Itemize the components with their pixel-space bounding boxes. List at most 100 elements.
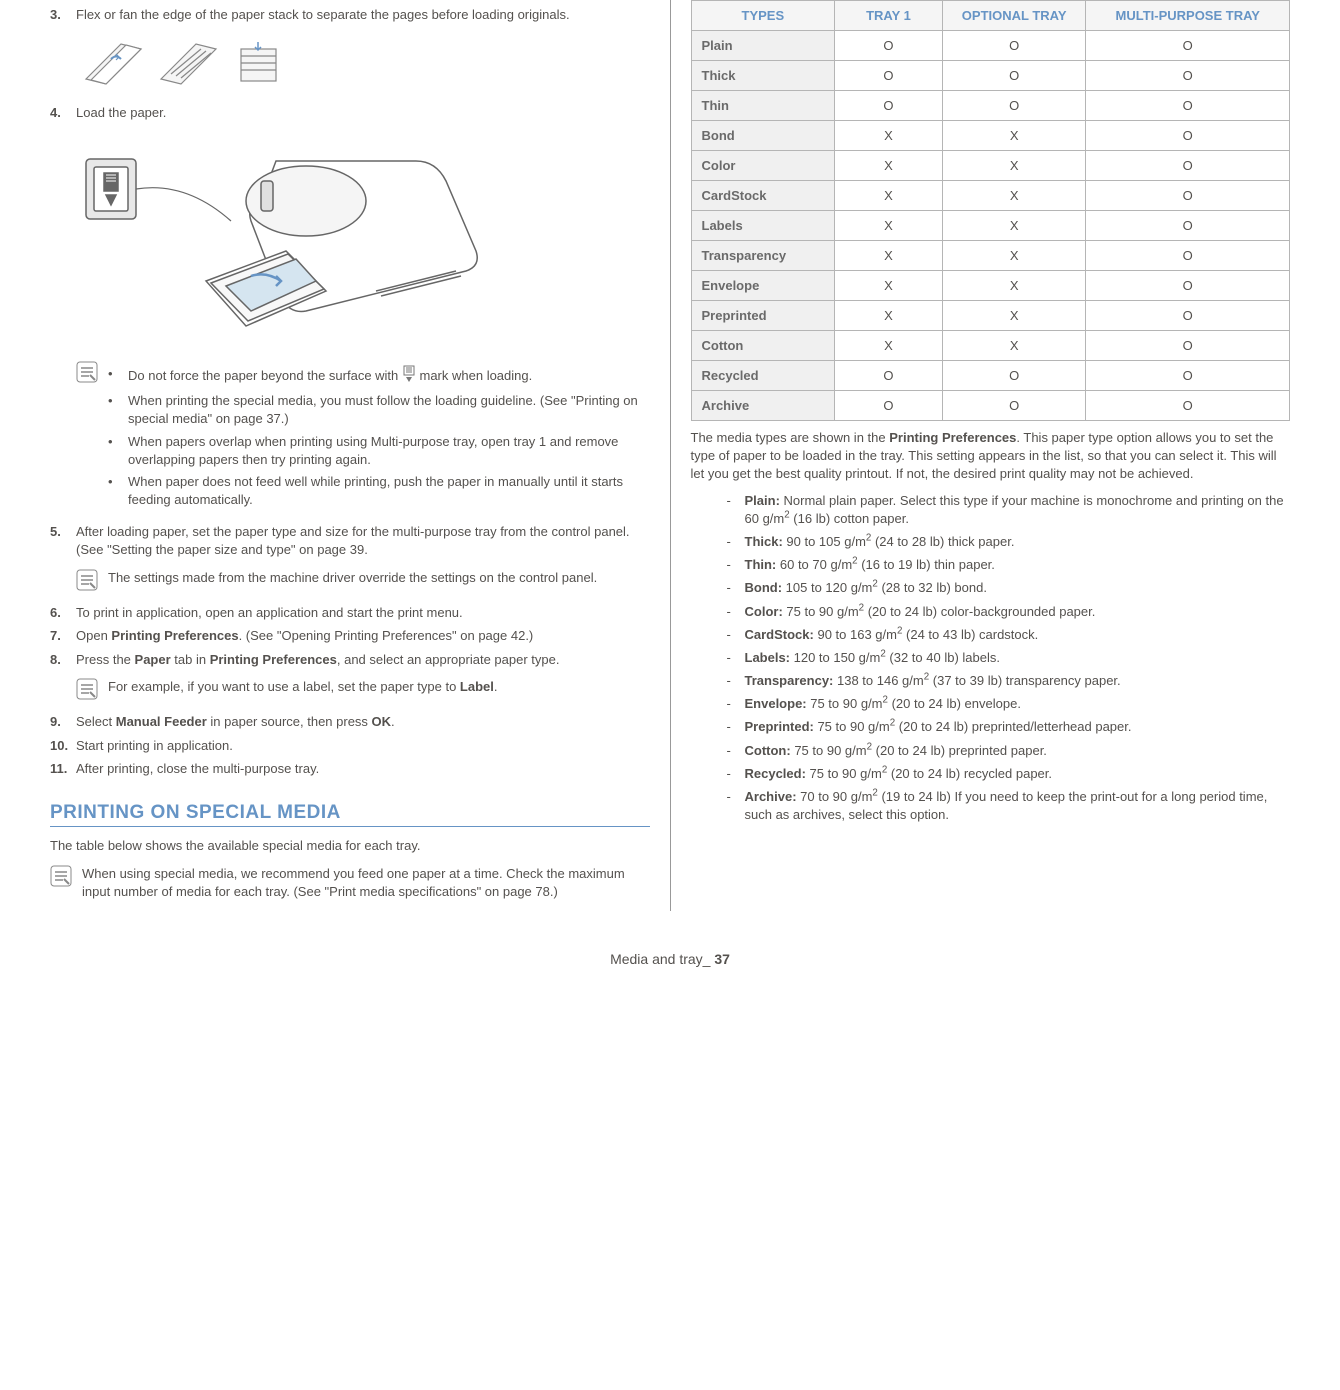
- note-icon: [76, 678, 98, 703]
- media-description: The media types are shown in the Printin…: [691, 429, 1291, 484]
- step-11: 11. After printing, close the multi-purp…: [50, 760, 650, 778]
- step-5: 5. After loading paper, set the paper ty…: [50, 523, 650, 558]
- note-box-3: For example, if you want to use a label,…: [76, 678, 650, 703]
- step-7: 7. Open Printing Preferences. (See "Open…: [50, 627, 650, 645]
- definition-item: -Recycled: 75 to 90 g/m2 (20 to 24 lb) r…: [727, 765, 1291, 783]
- bullet-1b: mark when loading.: [416, 368, 532, 383]
- note-2-text: The settings made from the machine drive…: [108, 569, 650, 594]
- value-cell: X: [835, 301, 943, 331]
- value-cell: O: [1086, 271, 1290, 301]
- definition-item: -Color: 75 to 90 g/m2 (20 to 24 lb) colo…: [727, 603, 1291, 621]
- value-cell: X: [942, 271, 1086, 301]
- type-cell: Bond: [691, 121, 835, 151]
- step-6: 6. To print in application, open an appl…: [50, 604, 650, 622]
- value-cell: O: [1086, 121, 1290, 151]
- bullet-2: When printing the special media, you mus…: [128, 392, 650, 428]
- value-cell: O: [835, 31, 943, 61]
- load-paper-illustration: [76, 131, 650, 351]
- arrow-mark-icon: [402, 365, 416, 388]
- value-cell: X: [835, 271, 943, 301]
- definition-item: -Labels: 120 to 150 g/m2 (32 to 40 lb) l…: [727, 649, 1291, 667]
- media-table: TYPESTRAY 1OPTIONAL TRAYMULTI-PURPOSE TR…: [691, 0, 1291, 421]
- definition-item: -CardStock: 90 to 163 g/m2 (24 to 43 lb)…: [727, 626, 1291, 644]
- table-row: ThinOOO: [691, 91, 1290, 121]
- table-row: TransparencyXXO: [691, 241, 1290, 271]
- note-icon: [50, 865, 72, 901]
- table-row: PlainOOO: [691, 31, 1290, 61]
- definition-item: -Archive: 70 to 90 g/m2 (19 to 24 lb) If…: [727, 788, 1291, 824]
- definition-item: -Bond: 105 to 120 g/m2 (28 to 32 lb) bon…: [727, 579, 1291, 597]
- table-row: PreprintedXXO: [691, 301, 1290, 331]
- note-4-text: When using special media, we recommend y…: [82, 865, 650, 901]
- value-cell: X: [835, 181, 943, 211]
- step-4: 4. Load the paper.: [50, 104, 650, 122]
- note-1-bullets: •Do not force the paper beyond the surfa…: [108, 365, 650, 509]
- step-8: 8. Press the Paper tab in Printing Prefe…: [50, 651, 650, 669]
- type-cell: Thick: [691, 61, 835, 91]
- step-10: 10. Start printing in application.: [50, 737, 650, 755]
- table-row: BondXXO: [691, 121, 1290, 151]
- value-cell: O: [942, 361, 1086, 391]
- table-row: CottonXXO: [691, 331, 1290, 361]
- definition-item: -Thin: 60 to 70 g/m2 (16 to 19 lb) thin …: [727, 556, 1291, 574]
- value-cell: X: [835, 151, 943, 181]
- table-header: TYPES: [691, 1, 835, 31]
- value-cell: O: [1086, 181, 1290, 211]
- note-box-1: •Do not force the paper beyond the surfa…: [76, 361, 650, 513]
- section-title: PRINTING ON SPECIAL MEDIA: [50, 802, 650, 827]
- note-box-4: When using special media, we recommend y…: [50, 865, 650, 901]
- table-row: LabelsXXO: [691, 211, 1290, 241]
- definition-item: -Cotton: 75 to 90 g/m2 (20 to 24 lb) pre…: [727, 742, 1291, 760]
- bullet-4: When paper does not feed well while prin…: [128, 473, 650, 509]
- table-header: TRAY 1: [835, 1, 943, 31]
- value-cell: O: [942, 31, 1086, 61]
- value-cell: O: [1086, 61, 1290, 91]
- type-cell: Recycled: [691, 361, 835, 391]
- type-cell: Plain: [691, 31, 835, 61]
- page-footer: Media and tray_ 37: [30, 951, 1310, 967]
- bullet-1a: Do not force the paper beyond the surfac…: [128, 368, 402, 383]
- value-cell: X: [942, 331, 1086, 361]
- value-cell: X: [942, 241, 1086, 271]
- step-9: 9. Select Manual Feeder in paper source,…: [50, 713, 650, 731]
- table-row: ArchiveOOO: [691, 391, 1290, 421]
- value-cell: X: [942, 301, 1086, 331]
- value-cell: O: [1086, 211, 1290, 241]
- step-3: 3. Flex or fan the edge of the paper sta…: [50, 6, 650, 24]
- right-column: TYPESTRAY 1OPTIONAL TRAYMULTI-PURPOSE TR…: [671, 0, 1311, 911]
- value-cell: X: [835, 121, 943, 151]
- type-cell: Transparency: [691, 241, 835, 271]
- value-cell: O: [835, 391, 943, 421]
- value-cell: O: [942, 391, 1086, 421]
- note-icon: [76, 569, 98, 594]
- type-cell: Archive: [691, 391, 835, 421]
- fan-paper-illustration: [76, 34, 650, 94]
- value-cell: X: [942, 181, 1086, 211]
- value-cell: O: [1086, 91, 1290, 121]
- value-cell: X: [835, 211, 943, 241]
- value-cell: O: [835, 361, 943, 391]
- table-header: MULTI-PURPOSE TRAY: [1086, 1, 1290, 31]
- value-cell: O: [1086, 241, 1290, 271]
- value-cell: X: [942, 151, 1086, 181]
- value-cell: O: [1086, 151, 1290, 181]
- bullet-3: When papers overlap when printing using …: [128, 433, 650, 469]
- table-row: CardStockXXO: [691, 181, 1290, 211]
- table-row: ThickOOO: [691, 61, 1290, 91]
- value-cell: O: [835, 91, 943, 121]
- value-cell: O: [1086, 301, 1290, 331]
- value-cell: X: [942, 211, 1086, 241]
- table-row: ColorXXO: [691, 151, 1290, 181]
- type-cell: Envelope: [691, 271, 835, 301]
- definition-item: -Plain: Normal plain paper. Select this …: [727, 492, 1291, 528]
- value-cell: O: [942, 61, 1086, 91]
- type-cell: Color: [691, 151, 835, 181]
- definition-item: -Thick: 90 to 105 g/m2 (24 to 28 lb) thi…: [727, 533, 1291, 551]
- definition-item: -Transparency: 138 to 146 g/m2 (37 to 39…: [727, 672, 1291, 690]
- definition-list: -Plain: Normal plain paper. Select this …: [727, 492, 1291, 825]
- value-cell: O: [835, 61, 943, 91]
- left-column: 3. Flex or fan the edge of the paper sta…: [30, 0, 671, 911]
- type-cell: CardStock: [691, 181, 835, 211]
- definition-item: -Preprinted: 75 to 90 g/m2 (20 to 24 lb)…: [727, 718, 1291, 736]
- type-cell: Thin: [691, 91, 835, 121]
